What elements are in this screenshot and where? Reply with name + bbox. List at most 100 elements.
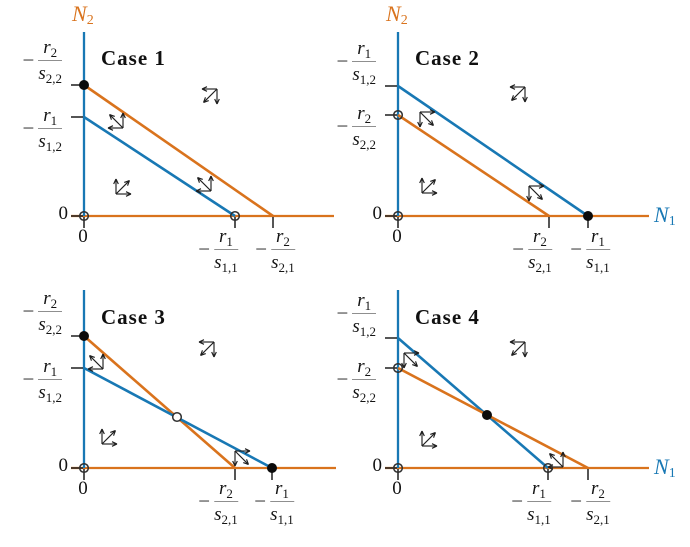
equilibrium-stable-dot: [267, 463, 277, 473]
n2-axis-label-subscript: 2: [400, 13, 408, 28]
fraction-denominator: s2,2: [350, 127, 378, 152]
minus-sign: −: [22, 367, 35, 391]
denominator-subscript: 2,1: [593, 512, 610, 527]
denominator-subscript: 2,2: [45, 71, 62, 86]
denominator-subscript: 2,2: [359, 137, 376, 152]
numerator-subscript: 2: [226, 486, 233, 501]
denominator-symbol: s: [528, 252, 536, 273]
numerator-subscript: 1: [50, 113, 58, 128]
flow-arrow-up-left-head: [195, 188, 202, 192]
numerator-symbol: r: [532, 226, 541, 247]
fraction-numerator: r2: [213, 478, 238, 502]
denominator-symbol: s: [527, 504, 535, 525]
flow-arrow-down-right-head: [429, 111, 436, 115]
flow-arrow-up-left: [89, 355, 104, 370]
n1-isocline-Case 1: [83, 115, 236, 218]
n2-axis-label-symbol: N: [72, 1, 87, 26]
flow-arrow-down-left-head: [201, 88, 208, 92]
flow-arrow-down-right-head: [428, 123, 434, 126]
fraction-numerator: r1: [526, 479, 551, 502]
flow-arrow-up-right-head: [127, 180, 130, 186]
y-axis-zero-label: 0: [372, 455, 383, 476]
equilibrium-unstable-circle: [542, 462, 554, 474]
fraction: r2 s2,1: [212, 478, 240, 526]
flow-arrow-up-left-head: [89, 355, 92, 361]
fraction-denominator: s2,2: [36, 61, 64, 86]
flow-arrow-down-right: [419, 111, 434, 126]
flow-arrow-down-left: [511, 86, 526, 101]
flow-arrow-up-left-head: [109, 114, 112, 120]
minus-sign: −: [22, 48, 35, 72]
fraction: r2 s2,1: [269, 227, 297, 275]
flow-arrow-up-right-head: [124, 180, 130, 183]
flow-arrow-down-right-head: [244, 448, 251, 452]
y-axis-zero-label: 0: [372, 203, 383, 224]
fraction-numerator: r1: [352, 39, 377, 62]
flow-arrow-down-left-head: [522, 351, 526, 358]
denominator-symbol: s: [586, 252, 594, 273]
denominator-subscript: 1,2: [359, 72, 376, 87]
n2-isocline-Case 3: [83, 335, 236, 469]
axis-tick-label-y-r1: − r1 s1,2: [337, 39, 379, 87]
denominator-subscript: 2,1: [278, 260, 295, 275]
fraction-denominator: s2,1: [269, 250, 297, 275]
flow-arrow-up-right-head: [431, 192, 438, 196]
flow-arrow-up-right-head: [125, 193, 132, 197]
numerator-symbol: r: [590, 478, 599, 499]
minus-sign: −: [22, 299, 35, 323]
n2-axis-label-subscript: 2: [86, 13, 94, 28]
flow-arrow-down-right-head: [538, 185, 545, 189]
flow-arrow-down-left-head: [200, 350, 203, 356]
n2-isocline-Case 2: [397, 113, 550, 218]
denominator-symbol: s: [38, 131, 46, 152]
flow-arrow-up-left-head: [560, 451, 564, 458]
panel-title-2: Case 2: [415, 46, 480, 70]
denominator-subscript: 1,2: [45, 390, 62, 405]
n1-axis-label-subscript: 1: [668, 214, 676, 229]
flow-arrow-up-right-head: [419, 177, 423, 184]
x-axis-zero-label: 0: [392, 226, 402, 247]
flow-arrow-down-left-head: [524, 96, 528, 103]
flow-arrow-up-right-head: [431, 190, 438, 194]
flow-arrow-down-right-head: [528, 195, 532, 202]
flow-arrow-down-left-head: [198, 341, 205, 345]
flow-arrow-down-left-head: [509, 86, 516, 90]
axis-tick-label-y-r1: − r1 s1,2: [23, 106, 65, 153]
equilibrium-unstable-circle: [78, 210, 90, 222]
flow-arrow-up-right-head: [421, 177, 425, 184]
denominator-subscript: 1,1: [277, 512, 294, 527]
flow-arrow-down-left-head: [214, 98, 218, 105]
flow-arrow-up-right-head: [433, 432, 436, 438]
minus-sign: −: [512, 237, 525, 261]
denominator-symbol: s: [214, 252, 222, 273]
flow-arrow-down-left-head: [203, 100, 209, 103]
fraction-denominator: s1,1: [268, 502, 296, 527]
flow-arrow-down-right-head: [415, 361, 418, 367]
numerator-symbol: r: [590, 226, 599, 247]
numerator-subscript: 2: [283, 234, 290, 249]
numerator-symbol: r: [218, 478, 227, 499]
flow-arrow-down-right-head: [413, 352, 420, 356]
fraction-denominator: s1,1: [212, 250, 240, 274]
numerator-subscript: 1: [282, 486, 289, 501]
fraction-numerator: r1: [585, 226, 610, 250]
flow-arrow-up-right-head: [125, 191, 132, 195]
fraction: r2 s2,2: [350, 357, 378, 404]
flow-arrow-up-left-head: [562, 451, 566, 458]
axis-tick-label-y-r2: − r2 s2,2: [22, 289, 65, 336]
flow-arrow-down-right-head: [412, 364, 418, 367]
denominator-symbol: s: [352, 316, 360, 337]
flow-arrow-up-right-head: [431, 443, 438, 447]
n1-axis-label-symbol: N: [654, 454, 669, 479]
flow-arrow-down-right-head: [540, 194, 543, 200]
minus-sign: −: [511, 489, 524, 513]
numerator-symbol: r: [274, 478, 283, 499]
flow-arrow-down-right-head: [244, 450, 251, 454]
numerator-subscript: 1: [226, 234, 233, 249]
flow-arrow-down-left-head: [511, 353, 517, 356]
minus-sign: −: [198, 489, 211, 513]
flow-arrow-down-right-head: [417, 121, 421, 128]
fraction-denominator: s2,1: [584, 502, 612, 527]
fraction: r1 s1,2: [350, 39, 378, 87]
